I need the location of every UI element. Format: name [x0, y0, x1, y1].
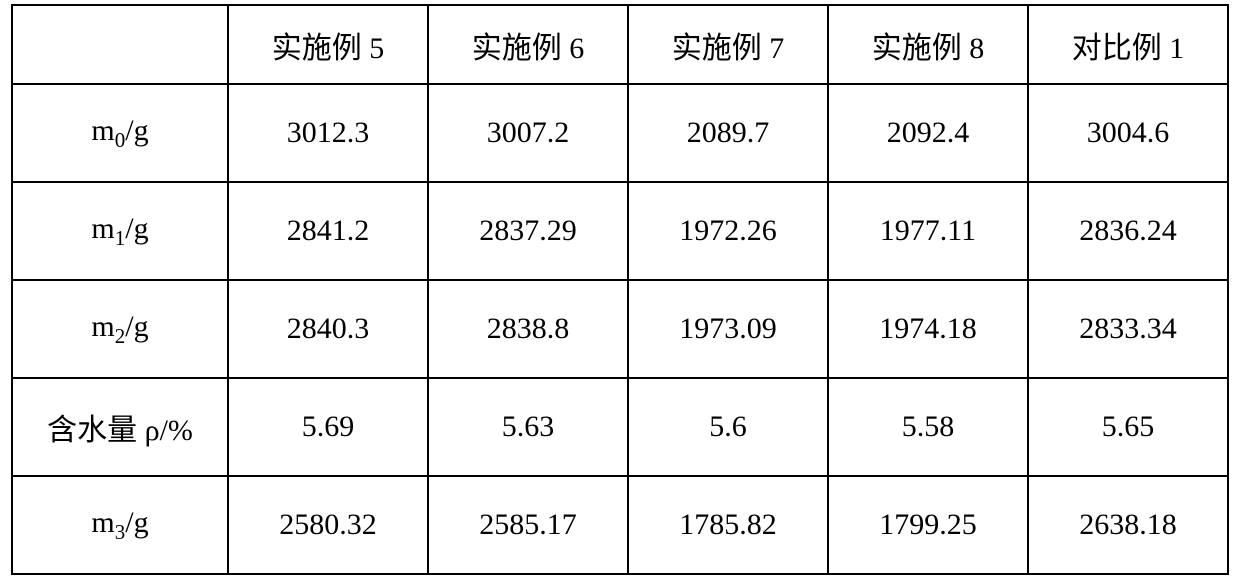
- column-header: 实施例 5: [228, 5, 428, 84]
- cell: 2585.17: [428, 476, 628, 574]
- cell: 5.63: [428, 378, 628, 476]
- row-label: m1/g: [12, 182, 228, 280]
- row-label: m3/g: [12, 476, 228, 574]
- cell: 3007.2: [428, 84, 628, 182]
- row-label: m0/g: [12, 84, 228, 182]
- cell: 5.6: [628, 378, 828, 476]
- table-row: 含水量 ρ/% 5.69 5.63 5.6 5.58 5.65: [12, 378, 1228, 476]
- cell: 1974.18: [828, 280, 1028, 378]
- cell: 2841.2: [228, 182, 428, 280]
- cell: 1785.82: [628, 476, 828, 574]
- cell: 2833.34: [1028, 280, 1228, 378]
- column-header: 实施例 8: [828, 5, 1028, 84]
- table-row: m0/g 3012.3 3007.2 2089.7 2092.4 3004.6: [12, 84, 1228, 182]
- cell: 1972.26: [628, 182, 828, 280]
- column-header: 对比例 1: [1028, 5, 1228, 84]
- table-row: m3/g 2580.32 2585.17 1785.82 1799.25 263…: [12, 476, 1228, 574]
- table-row: m1/g 2841.2 2837.29 1972.26 1977.11 2836…: [12, 182, 1228, 280]
- cell: 2092.4: [828, 84, 1028, 182]
- cell: 3004.6: [1028, 84, 1228, 182]
- row-label: m2/g: [12, 280, 228, 378]
- column-header: 实施例 6: [428, 5, 628, 84]
- cell: 5.58: [828, 378, 1028, 476]
- cell: 5.65: [1028, 378, 1228, 476]
- cell: 1977.11: [828, 182, 1028, 280]
- column-header: [12, 5, 228, 84]
- cell: 1973.09: [628, 280, 828, 378]
- cell: 1799.25: [828, 476, 1028, 574]
- cell: 2837.29: [428, 182, 628, 280]
- cell: 2838.8: [428, 280, 628, 378]
- cell: 2840.3: [228, 280, 428, 378]
- cell: 2638.18: [1028, 476, 1228, 574]
- cell: 2580.32: [228, 476, 428, 574]
- table-row: m2/g 2840.3 2838.8 1973.09 1974.18 2833.…: [12, 280, 1228, 378]
- column-header: 实施例 7: [628, 5, 828, 84]
- table-header-row: 实施例 5 实施例 6 实施例 7 实施例 8 对比例 1: [12, 5, 1228, 84]
- cell: 5.69: [228, 378, 428, 476]
- cell: 2089.7: [628, 84, 828, 182]
- data-table: 实施例 5 实施例 6 实施例 7 实施例 8 对比例 1 m0/g 3012.…: [11, 4, 1229, 575]
- cell: 3012.3: [228, 84, 428, 182]
- cell: 2836.24: [1028, 182, 1228, 280]
- row-label: 含水量 ρ/%: [12, 378, 228, 476]
